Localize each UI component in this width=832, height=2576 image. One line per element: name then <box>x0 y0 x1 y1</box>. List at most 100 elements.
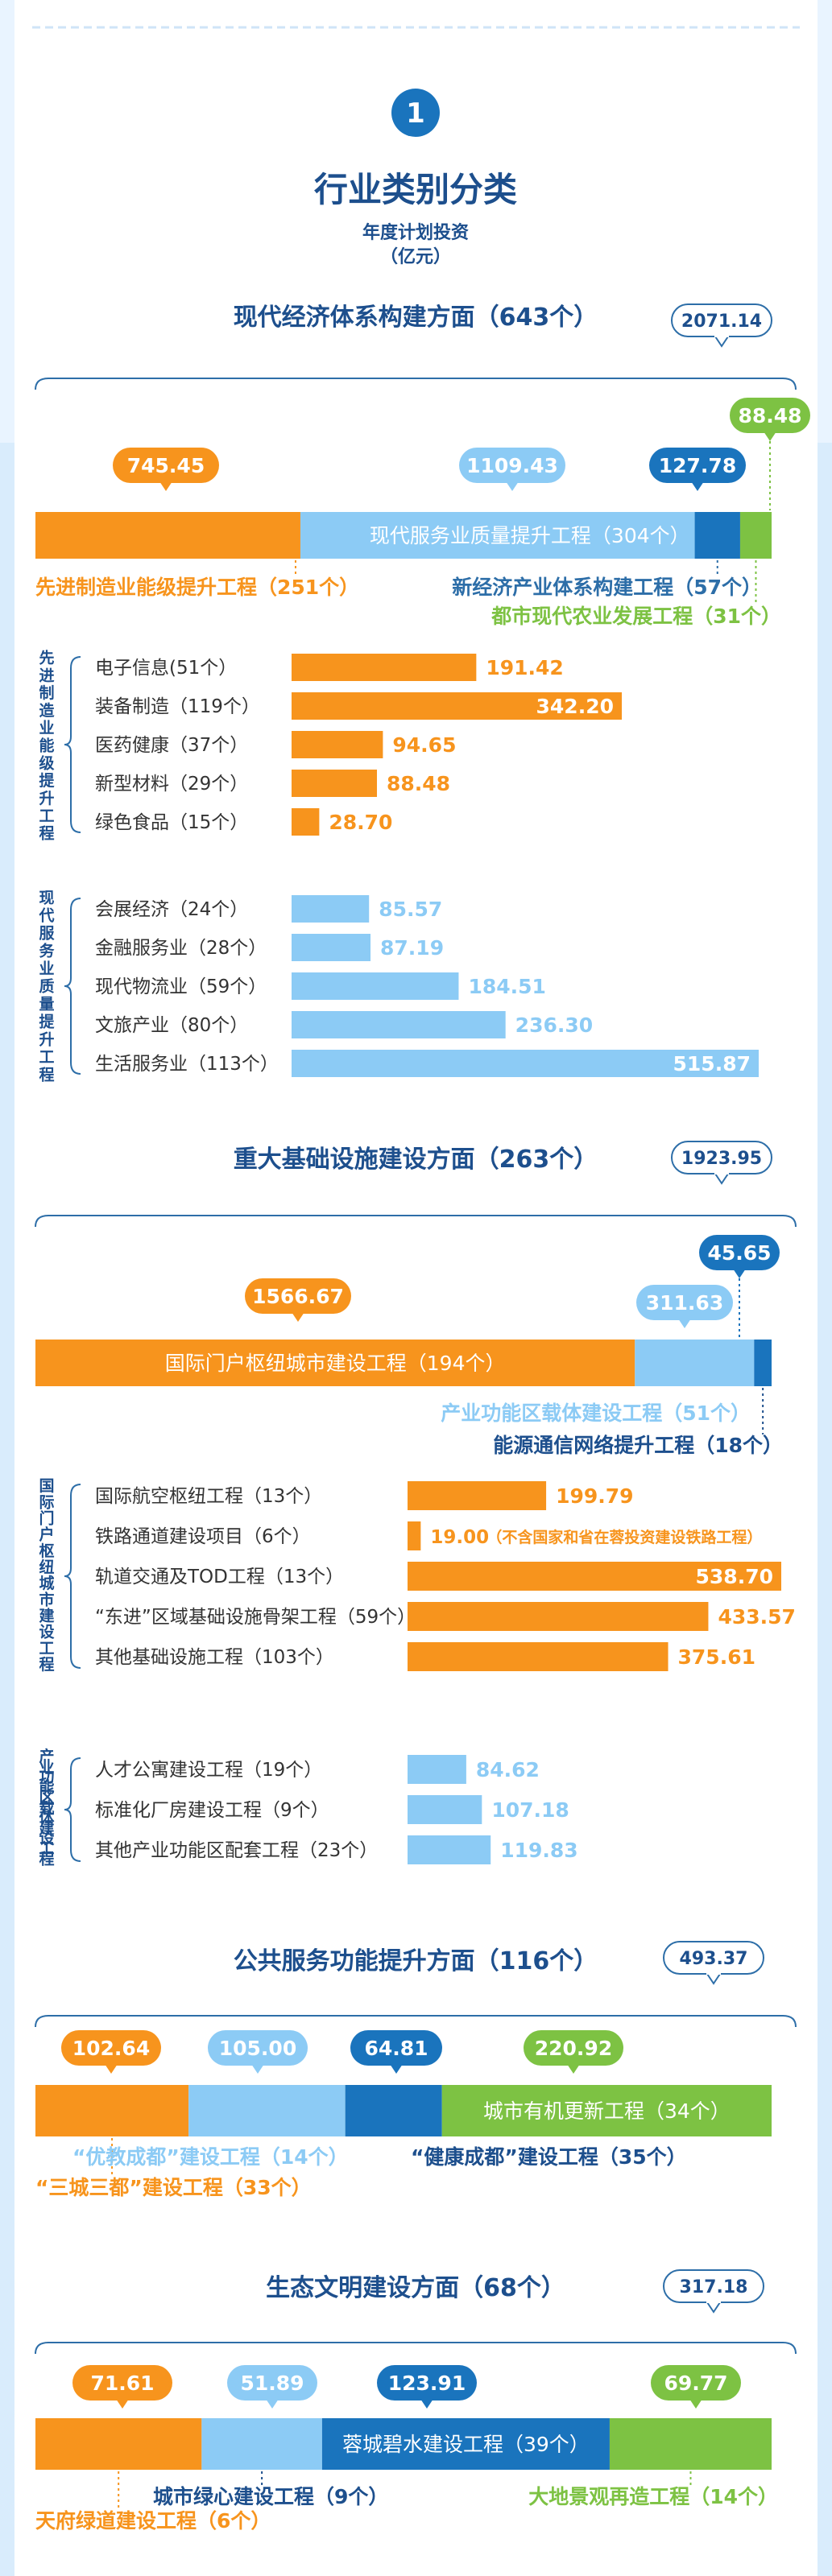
section-title: 生态文明建设方面（68个） <box>266 2274 565 2302</box>
segment-name-label: 产业功能区载体建设工程（51个） <box>441 1402 751 1425</box>
subgroup-item-bar <box>292 934 371 961</box>
value-bubble-1 <box>208 2030 308 2066</box>
subgroup-item-label: 标准化厂房建设工程（9个） <box>95 1800 329 1821</box>
value-bubble-pointer-0 <box>159 481 172 491</box>
subgroup-item-value: 119.83 <box>500 1839 577 1862</box>
segment-name-label: 现代服务业质量提升工程（304个） <box>370 524 690 547</box>
section-bracket <box>35 2015 797 2028</box>
section-total-value: 493.37 <box>680 1949 748 1969</box>
value-bubble-0 <box>72 2365 172 2401</box>
total-bubble-seam <box>706 2300 721 2303</box>
stacked-segment-3 <box>441 2085 772 2136</box>
stacked-segment-3 <box>739 512 772 559</box>
stacked-segment-2 <box>321 2418 610 2470</box>
subgroup-0: 先进制造业能级提升工程 电子信息(51个） 191.42 装备制造（119个） 342.… <box>39 648 622 843</box>
segment-value-label: 745.45 <box>127 454 205 477</box>
subgroup-item-label: 医药健康（37个） <box>95 735 248 756</box>
subgroup-item-label: 生活服务业（113个） <box>95 1054 279 1075</box>
section-number-badge <box>391 89 440 137</box>
segment-name-label: 蓉城碧水建设工程（39个） <box>342 2433 590 2456</box>
subgroup-item-value: 84.62 <box>476 1758 540 1781</box>
subgroup-item-label: 电子信息(51个） <box>95 658 237 679</box>
page-title: 行业类别分类 <box>314 170 517 209</box>
segment-name-label: 先进制造业能级提升工程（251个） <box>35 576 359 599</box>
subgroup-item-value: 85.57 <box>379 898 442 921</box>
subgroup-item-value: 236.30 <box>515 1013 593 1037</box>
segment-name-label: “健康成都”建设工程（35个） <box>411 2145 687 2169</box>
subgroup-item-bar <box>408 1755 466 1784</box>
subgroup-vertical-label: 先进制造业能级提升工程 <box>39 648 55 842</box>
total-bubble-seam <box>714 1171 729 1174</box>
segment-value-label: 71.61 <box>90 2372 154 2395</box>
subgroup-vertical-label: 现代服务业质量提升工程 <box>38 890 55 1084</box>
segment-name-label: 城市绿心建设工程（9个） <box>153 2485 388 2508</box>
stacked-segment-2 <box>345 2085 442 2136</box>
segment-name-label: 都市现代农业发展工程（31个） <box>491 605 781 628</box>
subgroup-item-value: 19.00 <box>430 1527 489 1548</box>
section-title: 公共服务功能提升方面（116个） <box>234 1947 598 1975</box>
subgroup-brace <box>64 1484 81 1669</box>
value-bubble-pointer-2 <box>390 2064 403 2074</box>
section-total-value: 1923.95 <box>681 1149 762 1169</box>
value-bubble-1 <box>227 2365 317 2401</box>
segment-value-label: 69.77 <box>664 2372 727 2395</box>
section-bracket <box>35 1215 797 1228</box>
subgroup-item-label: 国际航空枢纽工程（13个） <box>95 1486 322 1507</box>
subgroup-item-note: （不含国家和省在蓉投资建设铁路工程） <box>486 1528 762 1546</box>
subgroup-item-bar <box>408 1521 421 1550</box>
subgroup-item-label: 装备制造（119个） <box>95 696 260 717</box>
stacked-segment-1 <box>300 512 695 559</box>
stacked-segment-1 <box>635 1340 755 1386</box>
subgroup-item-label: 现代物流业（59个） <box>95 976 267 997</box>
value-bubble-pointer-1 <box>506 481 519 491</box>
value-bubble-pointer-3 <box>764 431 776 441</box>
subgroup-item-value: 28.70 <box>329 811 392 834</box>
segment-value-label: 220.92 <box>535 2037 612 2060</box>
section-modern-economy: 现代经济体系构建方面（643个） 2071.14 745.45 先进制造业能级提升工程… <box>35 303 810 1084</box>
value-bubble-pointer-3 <box>689 2399 702 2409</box>
value-bubble-0 <box>245 1278 351 1314</box>
value-bubble-1 <box>459 448 565 483</box>
subgroup-item-bar <box>292 770 378 797</box>
stacked-segment-2 <box>754 1340 772 1386</box>
subgroup-item-label: 其他产业功能区配套工程（23个） <box>95 1840 378 1861</box>
subgroup-1: 现代服务业质量提升工程 会展经济（24个） 85.57 金融服务业（28个） 87.19… <box>38 890 759 1084</box>
subgroup-item-label: 金融服务业（28个） <box>95 938 267 959</box>
value-bubble-2 <box>377 2365 477 2401</box>
total-bubble: 1923.95 <box>671 1141 772 1185</box>
subgroup-item-label: 绿色食品（15个） <box>95 812 248 833</box>
segment-name-label: 城市有机更新工程（34个） <box>483 2099 731 2123</box>
section-bracket <box>35 2342 797 2355</box>
value-bubble-pointer-0 <box>292 1312 304 1322</box>
segment-value-label: 123.91 <box>388 2372 466 2395</box>
subgroup-1: 产业功能区载体建设工程 人才公寓建设工程（19个） 84.62 标准化厂房建设工程（9… <box>39 1747 577 1868</box>
value-bubble-pointer-1 <box>251 2064 264 2074</box>
subgroup-brace <box>64 898 81 1075</box>
section-number: 1 <box>406 97 425 130</box>
subgroup-item-bar <box>408 1481 547 1510</box>
section-total-value: 2071.14 <box>681 312 762 332</box>
segment-value-label: 127.78 <box>659 454 736 477</box>
value-bubble-pointer-1 <box>678 1319 691 1328</box>
segment-value-label: 105.00 <box>219 2037 296 2060</box>
value-bubble-pointer-2 <box>420 2399 433 2409</box>
segment-name-label: “三城三都”建设工程（33个） <box>35 2176 312 2199</box>
subgroup-item-label: 新型材料（29个） <box>95 774 248 795</box>
unit-label-line2: （亿元） <box>380 247 451 267</box>
stacked-segment-3 <box>609 2418 772 2470</box>
subgroup-item-label: 轨道交通及TOD工程（13个） <box>95 1567 344 1587</box>
stacked-segment-2 <box>694 512 740 559</box>
section-title: 现代经济体系构建方面（643个） <box>234 303 598 332</box>
segment-value-label: 51.89 <box>240 2372 304 2395</box>
subgroup-item-label: 铁路通道建设项目（6个） <box>95 1526 311 1547</box>
subgroup-item-bar <box>292 1050 759 1077</box>
subgroup-brace <box>64 656 81 833</box>
segment-value-label: 45.65 <box>707 1241 771 1265</box>
segment-value-label: 311.63 <box>646 1291 723 1315</box>
total-bubble: 493.37 <box>663 1941 764 1985</box>
total-bubble-seam <box>706 1971 721 1975</box>
total-bubble-seam <box>714 334 729 337</box>
subgroup-item-value: 88.48 <box>387 772 450 795</box>
stacked-segment-1 <box>201 2418 322 2470</box>
subgroup-item-value: 538.70 <box>696 1565 773 1588</box>
